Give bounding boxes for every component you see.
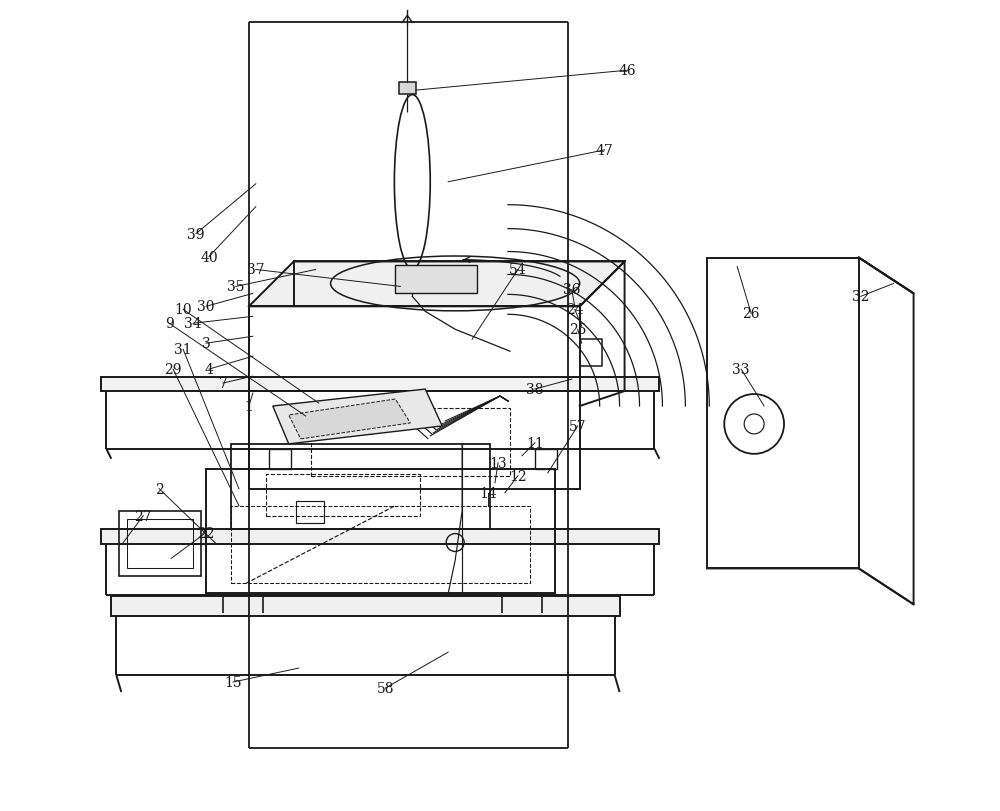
Text: 26: 26 (742, 307, 760, 321)
Bar (249, 392, 580, 489)
Polygon shape (289, 400, 410, 440)
Bar (296, 501, 324, 523)
Text: 24: 24 (566, 303, 584, 317)
Polygon shape (273, 389, 442, 444)
Polygon shape (101, 378, 659, 392)
Text: 47: 47 (596, 144, 614, 157)
Text: 58: 58 (377, 681, 394, 695)
Text: 25: 25 (569, 323, 586, 337)
Polygon shape (111, 597, 620, 616)
Text: 13: 13 (489, 457, 507, 470)
Bar (206, 470, 555, 594)
Text: 46: 46 (619, 64, 636, 78)
Bar (535, 449, 557, 470)
Bar (127, 519, 193, 569)
Text: 1: 1 (244, 400, 253, 414)
Text: 34: 34 (184, 317, 202, 331)
Text: 12: 12 (509, 470, 527, 483)
Text: 4: 4 (205, 363, 213, 376)
Text: 2: 2 (155, 482, 164, 496)
Text: 35: 35 (227, 280, 245, 294)
Text: 10: 10 (174, 303, 192, 317)
Bar (249, 307, 580, 392)
Text: 22: 22 (197, 526, 215, 540)
Text: 9: 9 (165, 317, 174, 331)
Bar (707, 258, 859, 569)
Text: 15: 15 (224, 676, 242, 689)
Text: 11: 11 (526, 436, 544, 450)
Bar (266, 474, 420, 516)
Text: 32: 32 (852, 290, 870, 304)
Polygon shape (249, 262, 625, 307)
Text: 33: 33 (732, 363, 750, 376)
Text: 54: 54 (509, 263, 527, 277)
Text: 36: 36 (563, 283, 581, 297)
Text: 57: 57 (569, 419, 587, 433)
Text: 7: 7 (219, 376, 227, 391)
Text: 30: 30 (197, 300, 215, 314)
Text: 14: 14 (479, 486, 497, 500)
Bar (119, 511, 201, 577)
Text: 37: 37 (247, 263, 265, 277)
Text: 38: 38 (526, 383, 544, 397)
Text: 31: 31 (174, 343, 192, 357)
Bar (269, 449, 291, 470)
Bar (231, 444, 490, 529)
Bar (395, 266, 477, 294)
Text: 40: 40 (200, 251, 218, 264)
Bar (399, 83, 416, 95)
Polygon shape (101, 529, 659, 544)
Text: 3: 3 (202, 337, 210, 351)
Text: 27: 27 (134, 509, 152, 523)
Text: 39: 39 (187, 227, 205, 242)
Bar (311, 409, 510, 476)
Text: 29: 29 (164, 363, 182, 376)
